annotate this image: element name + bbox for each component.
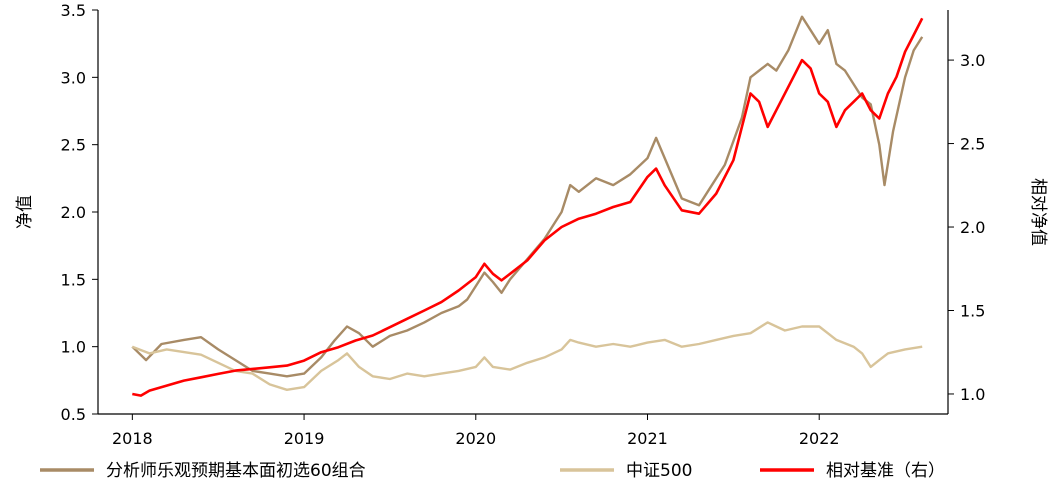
left-axis-title: 净值 xyxy=(15,195,35,229)
series-line-1 xyxy=(131,15,924,378)
left-tick-label: 3.5 xyxy=(61,1,86,20)
left-tick-label: 2.0 xyxy=(61,203,86,222)
axes-layer: 0.5 1.0 1.5 2.0 2.5 3.0 3.5 1.0 1.5 2.0 2.5 3.0 2018… xyxy=(15,1,1048,448)
x-tick-label: 2021 xyxy=(627,429,668,448)
series-line-3 xyxy=(132,17,924,397)
legend-label-1: 分析师乐观预期基本面初选60组合 xyxy=(106,461,366,481)
legend-label-2: 中证500 xyxy=(626,461,692,481)
left-tick-label: 0.5 xyxy=(61,405,86,424)
right-axis-title: 相对净值 xyxy=(1028,178,1048,246)
legend: 分析师乐观预期基本面初选60组合 中证500 相对基准（右） xyxy=(40,461,945,481)
series-layer xyxy=(131,15,924,397)
left-tick-label: 2.5 xyxy=(61,136,86,155)
x-tick-label: 2019 xyxy=(284,429,325,448)
series-line-2 xyxy=(131,321,923,391)
right-tick-label: 1.5 xyxy=(960,301,985,320)
x-tick-label: 2020 xyxy=(455,429,496,448)
legend-label-3: 相对基准（右） xyxy=(826,461,945,481)
right-tick-label: 1.0 xyxy=(960,385,985,404)
right-tick-label: 2.0 xyxy=(960,218,985,237)
right-tick-label: 3.0 xyxy=(960,51,985,70)
left-tick-label: 3.0 xyxy=(61,68,86,87)
x-tick-label: 2018 xyxy=(112,429,153,448)
left-tick-label: 1.5 xyxy=(61,270,86,289)
left-tick-label: 1.0 xyxy=(61,338,86,357)
right-tick-label: 2.5 xyxy=(960,135,985,154)
x-tick-label: 2022 xyxy=(799,429,840,448)
